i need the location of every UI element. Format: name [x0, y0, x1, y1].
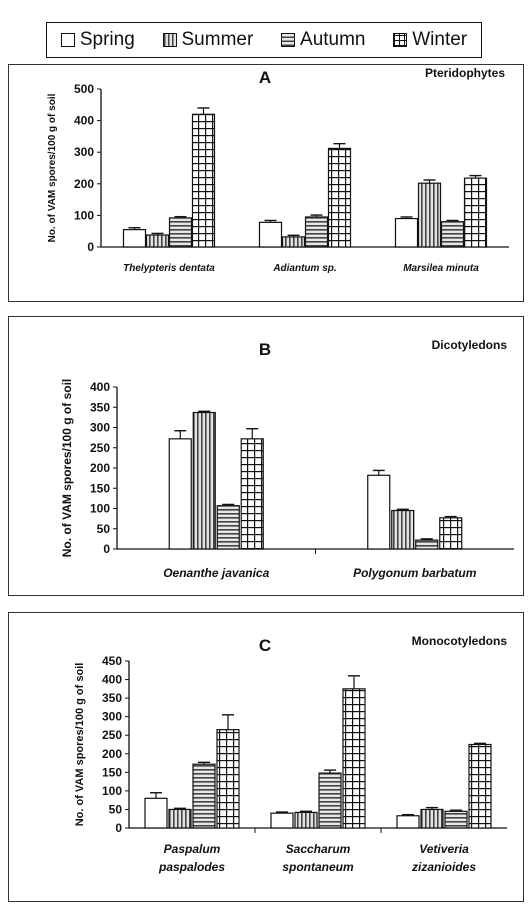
category-label-c-2-line-1: zizanioides — [411, 860, 476, 874]
category-label-a-2: Marsilea minuta — [403, 263, 479, 274]
chart-a-svg: 0 100 200 300 400 500 No. of VAM spores/100 g … — [47, 66, 509, 274]
y-tick-label-a-1: 100 — [74, 208, 94, 222]
y-tick-label-c-9: 450 — [102, 654, 122, 668]
y-axis-label-b: No. of VAM spores/100 g of soil — [60, 379, 74, 557]
bar-c-1-summer — [294, 811, 318, 829]
bar-b-1-winter — [439, 517, 463, 550]
bar-c-0-winter — [216, 729, 240, 829]
y-tick-label-c-2: 100 — [102, 784, 122, 798]
bar-c-0-summer — [168, 808, 192, 829]
panel-title-b: Dicotyledons — [432, 338, 508, 352]
chart-b-svg: 0 50 100 150 200 250 300 350 400 No. of VAM spore… — [60, 338, 514, 580]
category-label-c-1-line-1: spontaneum — [282, 860, 354, 874]
bar-b-1-autumn — [415, 539, 439, 550]
legend-swatch-autumn — [281, 33, 296, 47]
y-tick-label-b-0: 0 — [103, 542, 110, 556]
legend-item-winter: Winter — [393, 29, 467, 51]
category-label-c-2-line-0: Vetiveria — [419, 842, 469, 856]
bar-a-1-spring — [258, 221, 283, 248]
y-tick-label-a-2: 200 — [74, 177, 94, 191]
legend-item-autumn: Autumn — [281, 29, 366, 51]
panel-letter-a: A — [259, 68, 271, 87]
category-label-c-1-line-0: Saccharum — [286, 842, 351, 856]
legend-label-summer: Summer — [181, 29, 254, 50]
y-tick-label-a-0: 0 — [87, 240, 94, 254]
legend-label-autumn: Autumn — [300, 29, 366, 50]
legend-swatch-spring — [60, 33, 75, 47]
category-label-a-0: Thelypteris dentata — [123, 263, 215, 274]
y-tick-label-a-5: 500 — [74, 82, 94, 96]
category-label-b-0: Oenanthe javanica — [163, 566, 269, 580]
bar-a-1-winter — [327, 147, 352, 248]
legend-item-summer: Summer — [162, 29, 254, 51]
bar-b-1-summer — [391, 509, 415, 550]
bar-c-2-summer — [420, 808, 444, 829]
bar-a-2-winter — [463, 177, 488, 248]
y-tick-label-a-4: 400 — [74, 114, 94, 128]
category-label-b-1: Polygonum barbatum — [353, 566, 477, 580]
bar-a-2-autumn — [440, 221, 465, 248]
bar-a-0-spring — [122, 229, 147, 248]
category-label-c-0-line-1: paspalodes — [158, 860, 225, 874]
bar-b-0-autumn — [216, 505, 240, 550]
y-tick-label-b-8: 400 — [90, 380, 110, 394]
bar-b-0-winter — [240, 438, 264, 550]
panel-a-pteridophytes: 0 100 200 300 400 500 No. of VAM spores/100 g … — [8, 64, 524, 302]
bar-c-2-spring — [396, 815, 420, 829]
legend-swatch-winter — [393, 33, 408, 47]
bar-c-1-autumn — [318, 772, 342, 829]
y-tick-label-c-5: 250 — [102, 728, 122, 742]
y-tick-label-b-5: 250 — [90, 441, 110, 455]
bar-c-2-winter — [468, 743, 492, 829]
bar-c-0-spring — [144, 797, 168, 829]
y-axis-label-c: No. of VAM spores/100 g of soil — [74, 663, 86, 827]
panel-letter-b: B — [259, 340, 271, 359]
legend-label-spring: Spring — [79, 29, 135, 50]
bar-a-1-summer — [281, 236, 306, 248]
category-label-c-0-line-0: Paspalum — [164, 842, 221, 856]
y-tick-label-c-8: 400 — [102, 673, 122, 687]
bar-c-2-autumn — [444, 810, 468, 829]
y-tick-label-b-4: 200 — [90, 461, 110, 475]
category-label-a-1: Adiantum sp. — [272, 263, 336, 274]
y-axis-label-a: No. of VAM spores/100 g of soil — [47, 93, 58, 242]
y-tick-label-c-3: 150 — [102, 765, 122, 779]
panel-b-dicotyledons: 0 50 100 150 200 250 300 350 400 No. of VAM spore… — [8, 316, 524, 596]
bar-a-2-summer — [417, 182, 442, 248]
y-tick-label-b-3: 150 — [90, 481, 110, 495]
chart-legend: Spring Summer Autumn Winter — [46, 22, 482, 58]
bar-c-0-autumn — [192, 763, 216, 829]
y-tick-label-c-4: 200 — [102, 747, 122, 761]
bar-c-1-spring — [270, 812, 294, 829]
y-tick-label-c-6: 300 — [102, 710, 122, 724]
legend-swatch-summer — [162, 33, 177, 47]
bar-a-2-spring — [394, 217, 419, 248]
y-tick-label-c-0: 0 — [115, 821, 122, 835]
legend-item-spring: Spring — [60, 29, 135, 51]
panel-c-monocotyledons: 0 50 100 150 200 250 300 350 400 450 No. of VAM sp… — [8, 612, 524, 902]
y-tick-label-c-7: 350 — [102, 691, 122, 705]
panel-letter-c: C — [259, 636, 271, 655]
y-tick-label-b-6: 300 — [90, 421, 110, 435]
legend-label-winter: Winter — [412, 29, 468, 50]
y-tick-label-b-2: 100 — [90, 502, 110, 516]
bar-a-0-summer — [145, 234, 170, 248]
y-tick-label-a-3: 300 — [74, 145, 94, 159]
bar-a-0-winter — [191, 113, 216, 248]
chart-c-svg: 0 50 100 150 200 250 300 350 400 450 No. of VAM sp… — [74, 634, 508, 874]
y-tick-label-b-7: 350 — [90, 400, 110, 414]
panel-title-a: Pteridophytes — [425, 66, 505, 80]
bar-c-1-winter — [342, 688, 366, 829]
bar-a-1-autumn — [304, 216, 329, 248]
y-tick-label-c-1: 50 — [109, 802, 123, 816]
bar-b-1-spring — [367, 474, 391, 550]
panel-title-c: Monocotyledons — [412, 634, 508, 648]
bar-b-0-spring — [168, 438, 192, 550]
bar-b-0-summer — [192, 411, 216, 550]
bar-a-0-autumn — [168, 217, 193, 248]
y-tick-label-b-1: 50 — [97, 522, 111, 536]
